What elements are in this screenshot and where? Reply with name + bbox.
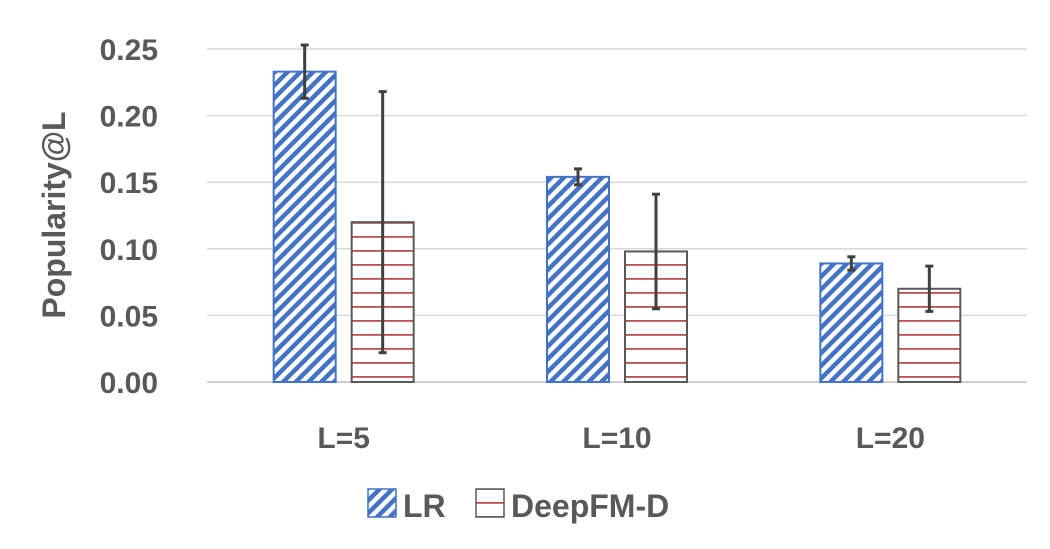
error-bar: [652, 192, 660, 311]
y-tick-label: 0.20: [100, 101, 158, 134]
bar-lr-l10: [546, 175, 610, 383]
legend: LR DeepFM-D: [367, 488, 669, 524]
error-bar: [378, 90, 387, 355]
legend-swatch-deepfm-d: [475, 488, 505, 518]
y-tick-label: 0.05: [100, 300, 158, 333]
error-bar: [847, 255, 856, 272]
error-bar: [574, 167, 582, 187]
bars: [272, 70, 962, 384]
y-tick-label: 0.10: [100, 234, 158, 267]
x-axis-ticks: L=5 L=10 L=20: [317, 422, 925, 455]
y-tick-label: 0.00: [100, 367, 158, 400]
x-tick-label: L=5: [317, 422, 370, 455]
error-bar: [925, 264, 934, 313]
x-tick-label: L=10: [582, 422, 651, 455]
error-bar: [300, 43, 309, 100]
legend-label-lr: LR: [403, 488, 446, 524]
gridlines: [207, 48, 1027, 383]
y-axis-label: Popularity@L: [36, 111, 72, 318]
legend-swatch-lr: [367, 488, 397, 518]
bar-lr-l5: [272, 70, 337, 383]
bar-lr-l20: [819, 262, 884, 383]
x-tick-label: L=20: [856, 422, 925, 455]
y-tick-label: 0.25: [100, 34, 158, 67]
legend-label-deepfm-d: DeepFM-D: [511, 488, 669, 524]
y-tick-label: 0.15: [100, 167, 158, 200]
y-axis-ticks: 0.00 0.05 0.10 0.15 0.20 0.25: [100, 34, 158, 400]
error-bars: [300, 43, 934, 355]
